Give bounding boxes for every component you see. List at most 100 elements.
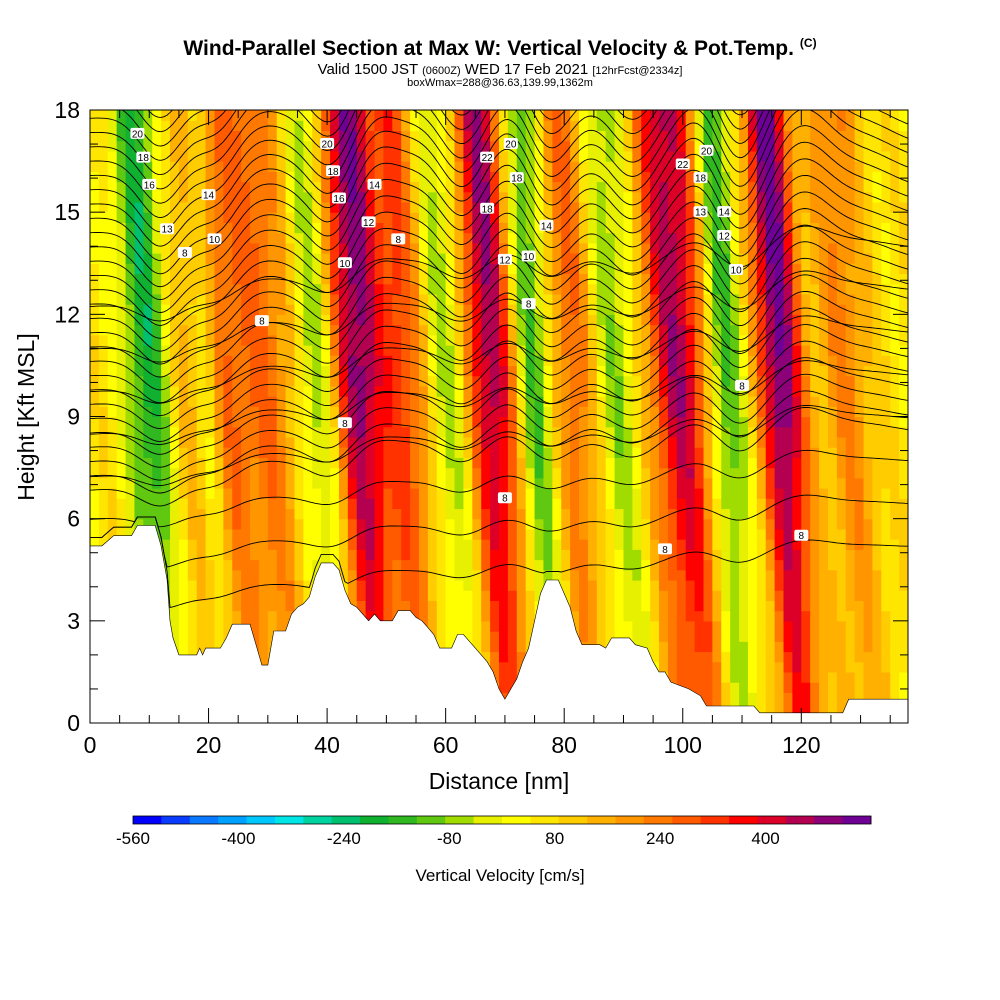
velocity-cell <box>338 477 349 489</box>
velocity-cell <box>587 610 598 622</box>
velocity-cell <box>774 641 785 653</box>
velocity-cell <box>152 110 162 121</box>
velocity-cell <box>303 590 313 601</box>
velocity-cell <box>267 253 278 264</box>
velocity-cell <box>703 477 713 489</box>
velocity-cell <box>676 477 687 489</box>
velocity-cell <box>90 488 100 499</box>
velocity-cell <box>356 375 367 387</box>
velocity-cell <box>694 528 705 540</box>
velocity-cell <box>418 488 429 499</box>
velocity-cell <box>445 590 456 601</box>
velocity-cell <box>232 436 242 448</box>
velocity-cell <box>481 631 491 642</box>
velocity-cell <box>774 508 785 520</box>
velocity-cell <box>819 661 829 673</box>
velocity-cell <box>347 477 358 489</box>
velocity-cell <box>116 396 127 407</box>
velocity-cell <box>650 457 660 469</box>
velocity-cell <box>827 651 838 663</box>
velocity-cell <box>481 641 491 653</box>
velocity-cell <box>178 406 189 418</box>
velocity-cell <box>436 600 447 612</box>
velocity-cell <box>250 181 260 193</box>
velocity-cell <box>196 488 207 499</box>
velocity-cell <box>143 375 153 387</box>
velocity-cell <box>659 641 669 653</box>
velocity-cell <box>765 324 776 336</box>
velocity-cell <box>756 631 767 642</box>
velocity-cell <box>490 600 500 612</box>
velocity-cell <box>810 365 820 377</box>
velocity-cell <box>418 508 429 520</box>
velocity-cell <box>632 283 642 295</box>
velocity-cell <box>383 600 393 612</box>
velocity-cell <box>667 610 678 622</box>
velocity-cell <box>161 528 171 540</box>
velocity-cell <box>205 539 216 550</box>
velocity-cell <box>587 253 598 264</box>
velocity-cell <box>783 253 794 264</box>
velocity-cell <box>703 120 713 132</box>
velocity-cell <box>214 110 224 121</box>
velocity-cell <box>418 416 429 428</box>
velocity-cell <box>196 528 207 540</box>
velocity-cell <box>294 426 304 438</box>
velocity-cell <box>347 416 358 428</box>
velocity-cell <box>774 324 785 336</box>
velocity-cell <box>694 671 705 683</box>
velocity-cell <box>463 467 473 479</box>
velocity-cell <box>712 150 722 162</box>
velocity-cell <box>338 222 349 234</box>
velocity-cell <box>258 140 269 152</box>
velocity-cell <box>267 477 278 489</box>
velocity-cell <box>205 447 216 458</box>
velocity-cell <box>125 334 136 346</box>
velocity-cell <box>721 600 731 612</box>
velocity-cell <box>632 488 642 499</box>
velocity-cell <box>774 406 785 418</box>
velocity-cell <box>659 559 669 571</box>
velocity-cell <box>187 191 198 203</box>
velocity-cell <box>614 375 625 387</box>
velocity-cell <box>507 467 518 479</box>
velocity-cell <box>765 334 776 346</box>
velocity-cell <box>534 426 545 438</box>
velocity-cell <box>650 610 660 622</box>
velocity-cell <box>747 263 758 275</box>
velocity-cell <box>659 304 669 315</box>
velocity-cell <box>223 304 233 315</box>
velocity-cell <box>258 365 269 377</box>
velocity-cell <box>516 396 527 407</box>
velocity-cell <box>765 692 776 704</box>
velocity-cell <box>90 150 100 162</box>
velocity-cell <box>525 365 536 377</box>
velocity-cell <box>667 283 678 295</box>
velocity-cell <box>294 457 304 469</box>
velocity-cell <box>685 273 696 285</box>
velocity-cell <box>107 334 118 346</box>
velocity-cell <box>223 242 233 254</box>
velocity-cell <box>196 406 207 418</box>
velocity-cell <box>774 477 785 489</box>
velocity-cell <box>801 273 811 285</box>
velocity-cell <box>801 661 811 673</box>
velocity-cell <box>570 161 580 172</box>
velocity-cell <box>819 631 829 642</box>
velocity-cell <box>321 232 331 244</box>
velocity-cell <box>516 600 527 612</box>
velocity-cell <box>427 457 438 469</box>
velocity-cell <box>659 457 669 469</box>
velocity-cell <box>801 477 811 489</box>
velocity-cell <box>641 283 651 295</box>
velocity-cell <box>579 426 589 438</box>
velocity-cell <box>765 344 776 356</box>
velocity-cell <box>712 477 722 489</box>
velocity-cell <box>250 355 260 367</box>
velocity-cell <box>374 232 385 244</box>
velocity-cell <box>792 191 802 203</box>
velocity-cell <box>445 150 456 162</box>
velocity-cell <box>410 508 420 520</box>
velocity-cell <box>623 488 633 499</box>
velocity-cell <box>258 304 269 315</box>
